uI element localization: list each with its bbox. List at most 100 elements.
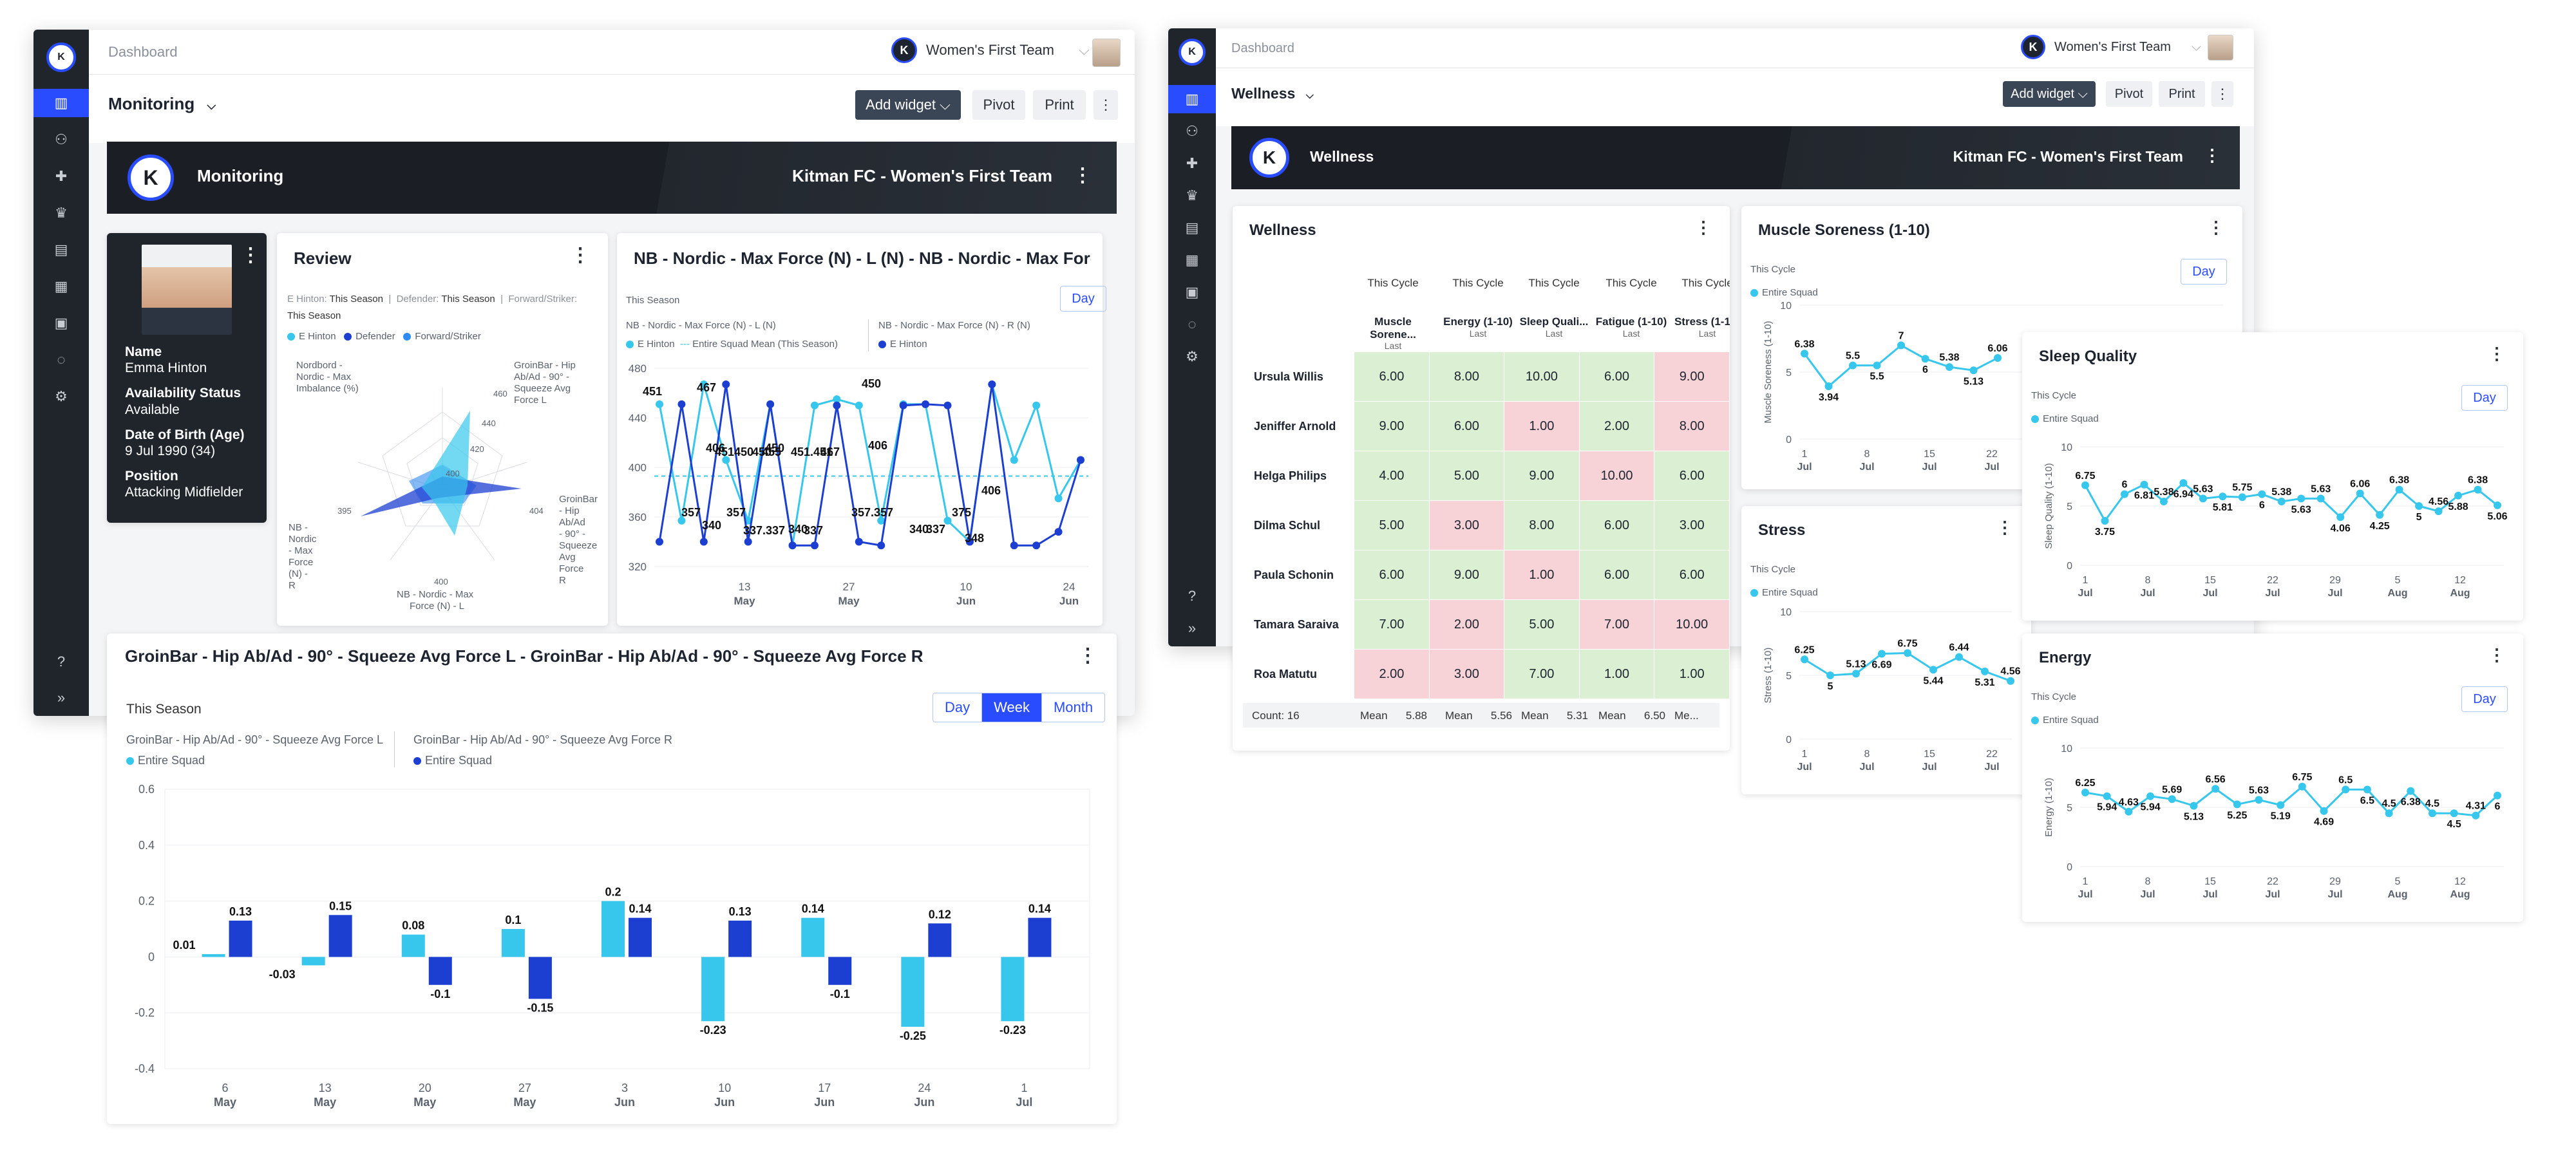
data-point[interactable] <box>2277 498 2286 506</box>
data-point[interactable] <box>2159 498 2168 506</box>
score-cell[interactable]: 1.00 <box>1504 550 1580 600</box>
data-point[interactable] <box>2376 511 2384 519</box>
data-point[interactable] <box>988 380 996 389</box>
data-point[interactable] <box>2179 479 2188 487</box>
breadcrumb[interactable]: Dashboard <box>108 44 178 60</box>
data-point[interactable] <box>2103 792 2111 800</box>
athlete-name-cell[interactable]: Helga Philips <box>1242 451 1355 501</box>
score-cell[interactable]: 8.00 <box>1504 500 1580 550</box>
card-menu-icon[interactable]: ⋮ <box>241 245 260 266</box>
chat-icon[interactable]: ◌ <box>57 352 66 368</box>
data-point[interactable] <box>2450 809 2458 818</box>
data-point[interactable] <box>2211 785 2220 793</box>
team-selector[interactable]: K Women's First Team ⌵ <box>891 37 1090 63</box>
table-row[interactable]: Dilma Schul 5.00 3.00 8.00 6.00 3.00 <box>1242 500 1730 550</box>
score-cell[interactable]: 5.00 <box>1504 599 1580 650</box>
data-point[interactable] <box>699 538 708 546</box>
data-point[interactable] <box>744 538 752 546</box>
column-header[interactable]: Sleep Quali... Last <box>1519 315 1589 339</box>
data-point[interactable] <box>2415 502 2423 510</box>
bar-chart-icon[interactable]: ▥ <box>1168 85 1216 113</box>
data-point[interactable] <box>677 516 686 525</box>
data-point[interactable] <box>1852 670 1860 678</box>
data-point[interactable] <box>877 516 886 525</box>
score-cell[interactable]: 9.00 <box>1354 401 1430 451</box>
score-cell[interactable]: 6.00 <box>1428 401 1505 451</box>
data-point[interactable] <box>1010 541 1018 550</box>
athlete-name-cell[interactable]: Dilma Schul <box>1242 500 1355 550</box>
data-point[interactable] <box>2316 494 2325 503</box>
people-icon[interactable]: ⚇ <box>55 131 68 147</box>
settings-icon[interactable]: ⚙ <box>55 388 68 404</box>
kitman-logo[interactable]: K <box>1179 39 1206 66</box>
data-point[interactable] <box>1929 666 1937 674</box>
data-point[interactable] <box>1824 382 1833 391</box>
score-cell[interactable]: 7.00 <box>1504 649 1580 699</box>
data-point[interactable] <box>1969 366 1978 375</box>
score-cell[interactable]: 6.00 <box>1354 550 1430 600</box>
day-button[interactable]: Day <box>1060 286 1106 312</box>
data-point[interactable] <box>2320 807 2328 815</box>
data-point[interactable] <box>722 380 730 389</box>
data-point[interactable] <box>788 541 797 550</box>
trophy-icon[interactable]: ♛ <box>1186 187 1198 203</box>
score-cell[interactable]: 6.00 <box>1354 352 1430 402</box>
table-row[interactable]: Tamara Saraiva 7.00 2.00 5.00 7.00 10.00 <box>1242 599 1730 650</box>
bar[interactable] <box>428 957 452 985</box>
data-point[interactable] <box>943 516 952 525</box>
athlete-name-cell[interactable]: Paula Schonin <box>1242 550 1355 600</box>
data-point[interactable] <box>1801 350 1808 358</box>
more-options-button[interactable]: ⋮ <box>2211 81 2233 107</box>
bar[interactable] <box>828 957 852 985</box>
data-point[interactable] <box>1054 528 1063 536</box>
data-point[interactable] <box>2428 809 2436 818</box>
athlete-name-cell[interactable]: Ursula Willis <box>1242 352 1355 402</box>
bar[interactable] <box>229 920 252 957</box>
score-cell[interactable]: 2.00 <box>1578 401 1655 451</box>
bar[interactable] <box>701 957 725 1022</box>
data-point[interactable] <box>2395 485 2403 494</box>
banner-menu-icon[interactable]: ⋮ <box>1073 165 1092 186</box>
data-point[interactable] <box>877 541 886 550</box>
data-point[interactable] <box>2101 517 2109 525</box>
bar[interactable] <box>928 923 952 957</box>
table-row[interactable]: Paula Schonin 6.00 9.00 1.00 6.00 6.00 <box>1242 550 1730 600</box>
bar[interactable] <box>1028 917 1052 957</box>
data-point[interactable] <box>2081 481 2089 489</box>
settings-icon[interactable]: ⚙ <box>1186 348 1198 364</box>
data-point[interactable] <box>1032 401 1041 409</box>
data-point[interactable] <box>2120 490 2128 498</box>
data-point[interactable] <box>2081 789 2089 796</box>
month-toggle[interactable]: Month <box>1053 699 1094 715</box>
page-title[interactable]: Wellness ⌵ <box>1231 85 1314 102</box>
score-cell[interactable]: 5.00 <box>1428 451 1505 501</box>
data-point[interactable] <box>1032 541 1041 550</box>
data-point[interactable] <box>2168 795 2176 803</box>
bar-chart-icon[interactable]: ▥ <box>33 89 89 117</box>
bar[interactable] <box>1001 957 1025 1022</box>
data-point[interactable] <box>2199 494 2207 503</box>
score-cell[interactable]: 2.00 <box>1354 649 1430 699</box>
data-point[interactable] <box>810 541 819 550</box>
score-cell[interactable]: 9.00 <box>1654 352 1730 402</box>
data-point[interactable] <box>2474 485 2482 494</box>
score-cell[interactable]: 7.00 <box>1578 599 1655 650</box>
data-point[interactable] <box>2454 491 2463 500</box>
data-point[interactable] <box>833 401 841 409</box>
bar[interactable] <box>728 920 752 957</box>
data-point[interactable] <box>2007 677 2014 685</box>
chat-icon[interactable]: ◌ <box>1188 316 1197 332</box>
athlete-name-cell[interactable]: Roa Matutu <box>1242 649 1355 699</box>
data-point[interactable] <box>656 400 663 408</box>
bar[interactable] <box>501 929 525 957</box>
data-point[interactable] <box>2356 489 2364 498</box>
score-cell[interactable]: 3.00 <box>1428 649 1505 699</box>
bar[interactable] <box>901 957 925 1027</box>
data-point[interactable] <box>810 401 819 409</box>
score-cell[interactable]: 4.00 <box>1354 451 1430 501</box>
data-point[interactable] <box>855 538 863 546</box>
data-point[interactable] <box>1994 353 2002 362</box>
score-cell[interactable]: 1.00 <box>1504 401 1580 451</box>
expand-icon[interactable]: » <box>57 690 66 706</box>
data-point[interactable] <box>1801 655 1808 664</box>
